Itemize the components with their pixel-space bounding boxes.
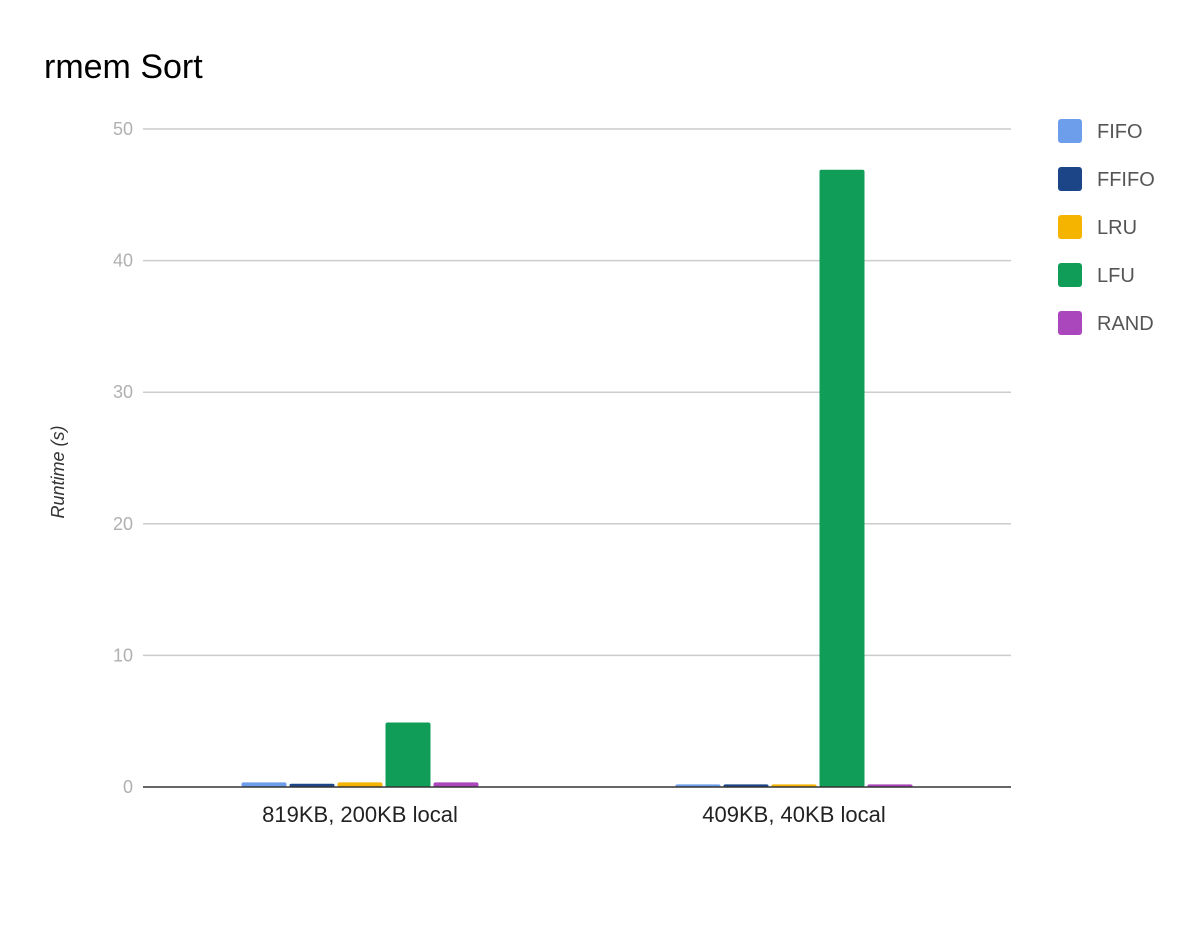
bar-rand-0 [433, 782, 479, 787]
legend-label-rand: RAND [1097, 313, 1154, 335]
x-tick-label: 819KB, 200KB local [262, 802, 458, 827]
y-tick-label: 50 [113, 119, 133, 139]
legend-swatch-ffifo [1058, 167, 1082, 191]
bar-lfu-0 [385, 722, 431, 787]
legend-label-lfu: LFU [1097, 265, 1135, 287]
y-tick-label: 10 [113, 645, 133, 665]
y-tick-label: 30 [113, 382, 133, 402]
bar-ffifo-0 [289, 783, 335, 787]
y-axis-label: Runtime (s) [48, 425, 68, 518]
legend-swatch-lfu [1058, 263, 1082, 287]
legend-swatch-rand [1058, 311, 1082, 335]
x-axis-ticks: 819KB, 200KB local 409KB, 40KB local [262, 802, 886, 827]
legend-label-ffifo: FFIFO [1097, 169, 1155, 191]
bar-lfu-1 [819, 169, 865, 787]
legend-label-fifo: FIFO [1097, 121, 1143, 143]
legend-label-lru: LRU [1097, 217, 1137, 239]
y-tick-label: 40 [113, 251, 133, 271]
bars [241, 169, 913, 787]
legend-swatch-fifo [1058, 119, 1082, 143]
y-tick-label: 20 [113, 514, 133, 534]
legend: FIFO FFIFO LRU LFU RAND [1058, 119, 1155, 335]
y-axis-ticks: 0 10 20 30 40 50 [113, 119, 133, 797]
y-tick-label: 0 [123, 777, 133, 797]
x-tick-label: 409KB, 40KB local [702, 802, 885, 827]
legend-swatch-lru [1058, 215, 1082, 239]
chart-title: rmem Sort [44, 48, 203, 86]
bar-lru-0 [337, 782, 383, 787]
grid-lines [143, 128, 1011, 657]
bar-fifo-0 [241, 782, 287, 787]
